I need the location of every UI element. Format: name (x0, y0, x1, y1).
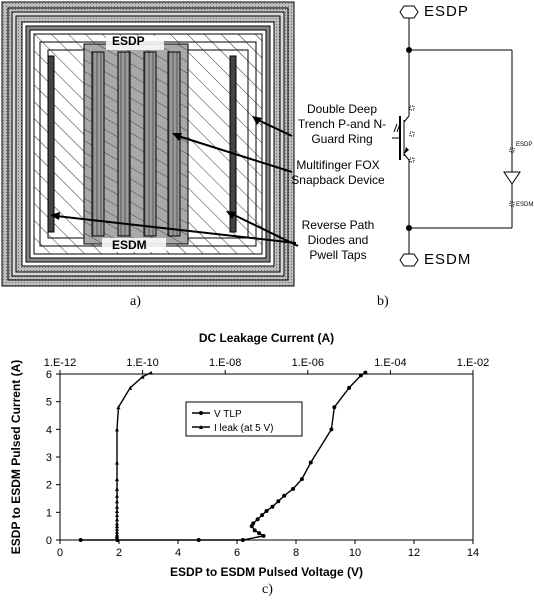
series-i-leak-point (115, 524, 120, 529)
y-tick-label: 1 (46, 507, 52, 519)
legend-marker (199, 411, 203, 415)
y-tick-label: 6 (46, 369, 52, 381)
series-i-leak-point (115, 526, 120, 531)
legend-marker (199, 425, 203, 429)
annotation-arrows (50, 116, 299, 247)
annotation-fox-device: Multifinger FOX Snapback Device (291, 158, 385, 187)
x-tick-label: 4 (175, 547, 181, 559)
series-v-tlp-point (276, 499, 281, 504)
layout-drawing (1, 1, 295, 287)
x-axis-label: ESDP to ESDM Pulsed Voltage (V) (170, 565, 363, 579)
top-tick-label: 1.E-10 (126, 357, 158, 369)
series-v-tlp-point (255, 517, 260, 522)
plot-area (59, 373, 474, 541)
series-i-leak-point (115, 521, 120, 526)
x-tick-label: 12 (408, 547, 420, 559)
series-i-leak-line (116, 371, 152, 541)
y-tick-label: 0 (46, 535, 52, 547)
series-v-tlp-point (251, 521, 256, 526)
series-v-tlp-point (282, 493, 287, 498)
series-i-leak-point (115, 513, 120, 518)
series-i-leak-point (115, 486, 120, 491)
caption-c: c) (262, 582, 273, 597)
series-i-leak-point (115, 493, 120, 498)
series-v-tlp-point (358, 373, 363, 378)
x-tick-label: 0 (57, 547, 63, 559)
series-i-leak-point (149, 370, 154, 375)
series-v-tlp-point (264, 508, 269, 513)
series-i-leak-point (115, 517, 120, 522)
legend-label: V TLP (214, 409, 242, 420)
series-v-tlp-point (257, 531, 262, 536)
series-v-tlp-point (308, 460, 313, 465)
series-v-tlp-line (80, 372, 366, 541)
series-v-tlp-point (270, 504, 275, 509)
series-i-leak-point (115, 477, 120, 482)
series-v-tlp-point (260, 513, 265, 518)
layout-label-esdm: ESDM (112, 238, 147, 252)
y-tick-label: 4 (46, 424, 52, 436)
series-v-tlp-point (252, 528, 257, 533)
top-tick-label: 1.E-08 (209, 357, 241, 369)
series-i-leak-point (115, 499, 120, 504)
x-tick-label: 2 (116, 547, 122, 559)
series-i-leak-point (115, 532, 120, 537)
x-tick-label: 10 (349, 547, 361, 559)
diode-node-top-label: ESDP (516, 142, 533, 148)
top-tick-label: 1.E-12 (44, 357, 76, 369)
series-v-tlp-point (291, 486, 296, 491)
series-i-leak-point (115, 504, 120, 509)
series-i-leak-point (115, 427, 120, 432)
series-v-tlp-point (347, 385, 352, 390)
caption-b: b) (377, 294, 389, 309)
top-tick-label: 1.E-04 (374, 357, 406, 369)
legend-box (185, 401, 303, 437)
series-i-leak-point (115, 460, 120, 465)
y-tick-label: 5 (46, 397, 52, 409)
series-i-leak-point (140, 374, 145, 379)
chart-title: DC Leakage Current (A) (199, 331, 334, 345)
top-tick-label: 1.E-02 (457, 357, 489, 369)
series-v-tlp-point (78, 538, 83, 542)
series-i-leak-point (115, 508, 120, 513)
diode-icon (503, 171, 521, 185)
series-i-leak-point (116, 405, 121, 410)
series-v-tlp-point (363, 370, 368, 375)
x-tick-label: 6 (234, 547, 240, 559)
diode-node-bottom-label: ESDM (516, 202, 534, 208)
legend-label: I leak (at 5 V) (214, 423, 273, 434)
series-i-leak-point (115, 529, 120, 534)
y-tick-label: 3 (46, 452, 52, 464)
caption-a: a) (130, 294, 141, 309)
terminal-esdm-icon (399, 253, 419, 267)
series-v-tlp-point (299, 477, 304, 482)
series-v-tlp-point (261, 533, 266, 538)
y-axis-label: ESDP to ESDM Pulsed Current (A) (9, 360, 23, 554)
x-tick-label: 14 (467, 547, 479, 559)
x-tick-label: 8 (293, 547, 299, 559)
terminal-esdm-label: ESDM (424, 251, 472, 268)
series-v-tlp-point (196, 538, 201, 542)
terminal-esdp-label: ESDP (424, 3, 469, 20)
series-v-tlp-point (240, 538, 245, 542)
series-v-tlp-point (329, 427, 334, 432)
terminal-esdp-icon (399, 5, 419, 19)
circuit-schematic (392, 5, 521, 267)
top-tick-label: 1.E-06 (292, 357, 324, 369)
annotation-guard-ring: Double Deep Trench P-and N- Guard Ring (297, 102, 387, 146)
series-v-tlp-point (332, 405, 337, 410)
series-i-leak-point (128, 385, 133, 390)
annotation-diodes: Reverse Path Diodes and Pwell Taps (301, 218, 375, 262)
layout-label-esdp: ESDP (112, 34, 145, 48)
y-tick-label: 2 (46, 480, 52, 492)
